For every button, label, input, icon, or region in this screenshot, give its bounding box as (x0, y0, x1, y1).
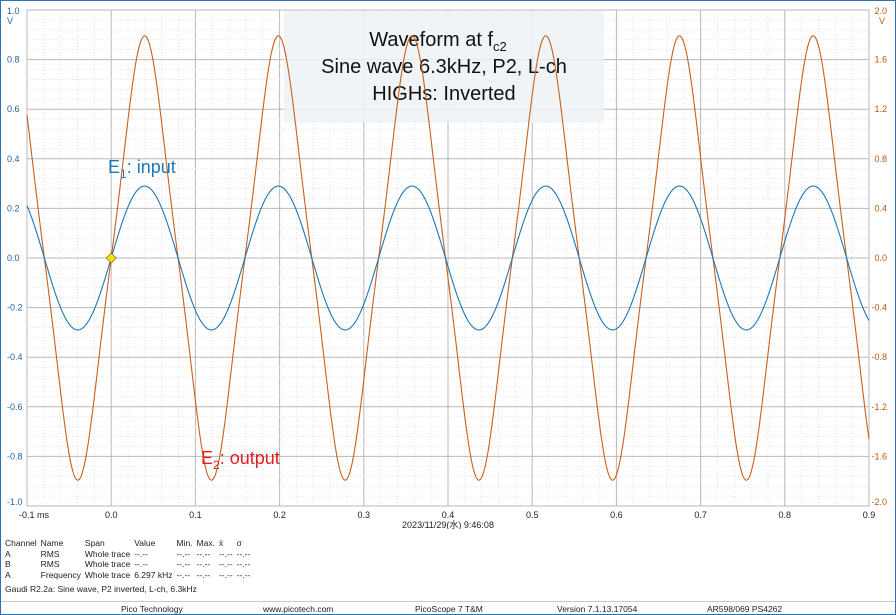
measurement-row[interactable]: B RMS Whole trace --.-- --.-- --.-- --.-… (5, 559, 254, 570)
cell: A (5, 569, 11, 580)
x-tick-label: 0.3 (358, 510, 371, 520)
y-right-tick-label: 0.8 (874, 154, 887, 164)
chart-title-line-3: HIGHs: Inverted (372, 83, 515, 105)
cell: --.-- (176, 569, 191, 580)
footer-version: Version 7.1.13.17054 (557, 604, 638, 614)
x-tick-label: 0.8 (779, 510, 792, 520)
column-header: Name (40, 538, 64, 548)
status-footer: Pico Technology www.picotech.com PicoSco… (1, 601, 895, 614)
y-right-tick-label: -2.0 (871, 497, 887, 507)
cell: --.-- (176, 548, 191, 559)
y-right-tick-label: 0.4 (874, 203, 887, 213)
footer-company: Pico Technology (121, 604, 183, 614)
x-tick-label: 0.1 (189, 510, 202, 520)
cell: --.-- (176, 559, 191, 569)
cell: --.-- (134, 548, 148, 559)
y-right-tick-label: -0.8 (871, 352, 887, 362)
y-right-tick-label: 1.6 (874, 55, 887, 65)
cell: Frequency (40, 569, 81, 580)
capture-caption: Gaudi R2.2a: Sine wave, P2 inverted, L-c… (5, 584, 197, 594)
cell: Whole trace (84, 548, 131, 559)
capture-timestamp: 2023/11/29(水) 9:46:08 (402, 519, 494, 529)
trigger-marker[interactable] (105, 252, 117, 264)
y-right-unit: V (879, 16, 885, 26)
y-left-tick-label: 0.8 (7, 55, 20, 65)
measurement-row[interactable]: A Frequency Whole trace 6.297 kHz --.-- … (5, 570, 254, 581)
x-tick-label: -0.1 ms (19, 510, 50, 520)
y-left-unit: V (7, 16, 13, 26)
column-header: Span (84, 538, 105, 548)
cell: --.-- (218, 559, 233, 569)
cell: --.-- (218, 548, 233, 559)
y-left-tick-label: -0.2 (7, 303, 23, 313)
y-left-tick-label: 1.0 (7, 6, 20, 16)
chart-title-text: Waveform at f (369, 29, 493, 51)
cell: --.-- (236, 559, 251, 569)
column-header: Max. (196, 538, 215, 548)
cell: RMS (40, 548, 60, 559)
footer-website[interactable]: www.picotech.com (263, 604, 334, 614)
cell: --.-- (236, 548, 251, 559)
input-waveform-line[interactable] (26, 185, 870, 331)
y-right-tick-label: -1.2 (871, 402, 887, 412)
cell: Whole trace (84, 569, 131, 580)
input-series-label: E1: input (108, 157, 176, 181)
column-header: Value (134, 538, 156, 548)
measurements-table: Channel Name Span Value Min. Max. x̄ σ A… (5, 538, 254, 580)
x-tick-label: 0.5 (526, 510, 539, 520)
cell: --.-- (218, 569, 233, 580)
y-left-tick-label: -0.8 (7, 451, 23, 461)
cell: --.-- (196, 559, 211, 569)
x-tick-label: 0.2 (273, 510, 286, 520)
y-right-tick-label: -1.6 (871, 451, 887, 461)
footer-product: PicoScope 7 T&M (415, 604, 483, 614)
y-left-tick-label: -0.4 (7, 352, 23, 362)
chart-title-subscript: c2 (493, 39, 507, 54)
cell: --.-- (134, 559, 148, 569)
x-tick-label: 0.9 (863, 510, 876, 520)
y-left-tick-label: 0.2 (7, 203, 20, 213)
cell: A (5, 548, 11, 559)
y-right-tick-label: 1.2 (874, 104, 887, 114)
cell: 6.297 kHz (134, 569, 173, 580)
y-left-tick-label: -0.6 (7, 402, 23, 412)
measurement-row[interactable]: A RMS Whole trace --.-- --.-- --.-- --.-… (5, 549, 254, 560)
column-header: σ (236, 538, 242, 548)
y-left-tick-label: 0.0 (7, 253, 20, 263)
x-tick-label: 0.4 (442, 510, 455, 520)
footer-model: AR598/069 PS4262 (707, 604, 783, 614)
chart-title-line-1: Waveform at fc2 (369, 29, 506, 54)
cell: --.-- (236, 569, 251, 580)
y-left-tick-label: 0.4 (7, 154, 20, 164)
column-header: Min. (176, 538, 193, 548)
cell: --.-- (196, 569, 211, 580)
y-right-tick-label: 2.0 (874, 6, 887, 16)
output-series-label: E2: output (201, 448, 280, 472)
y-left-tick-label: 0.6 (7, 104, 20, 114)
x-tick-label: 0.6 (610, 510, 623, 520)
cell: RMS (40, 559, 60, 569)
measurements-header-row: Channel Name Span Value Min. Max. x̄ σ (5, 538, 254, 549)
y-right-tick-label: -0.4 (871, 303, 887, 313)
column-header: Channel (5, 538, 37, 548)
output-waveform-line[interactable] (26, 35, 870, 481)
y-left-tick-label: -1.0 (7, 497, 23, 507)
cell: Whole trace (84, 559, 131, 569)
chart-title-line-2: Sine wave 6.3kHz, P2, L-ch (321, 56, 567, 78)
title-box (284, 11, 604, 123)
y-right-tick-label: 0.0 (874, 253, 887, 263)
x-tick-label: 0.0 (105, 510, 118, 520)
column-header: x̄ (218, 538, 224, 548)
cell: B (5, 559, 11, 569)
x-tick-label: 0.7 (694, 510, 707, 520)
cell: --.-- (196, 548, 211, 559)
